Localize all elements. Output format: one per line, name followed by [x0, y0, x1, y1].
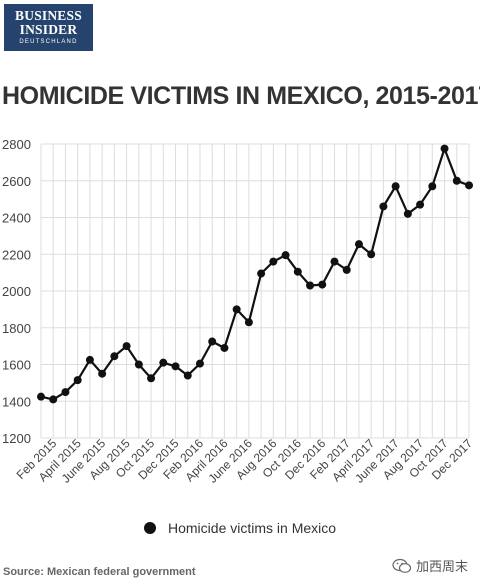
data-point [49, 395, 58, 404]
series-line [40, 147, 470, 401]
y-tick-label: 2400 [2, 211, 31, 226]
data-point [98, 369, 107, 378]
chart-title: HOMICIDE VICTIMS IN MEXICO, 2015-2017 [2, 82, 480, 110]
data-point [428, 182, 437, 191]
y-tick-label: 1800 [2, 321, 31, 336]
y-tick-label: 1600 [2, 358, 31, 373]
data-point [122, 342, 131, 351]
y-tick-label: 2800 [2, 137, 31, 152]
legend-label: Homicide victims in Mexico [168, 520, 337, 536]
data-point [281, 251, 290, 260]
logo-line-3: DEUTSCHLAND [19, 39, 78, 45]
business-insider-logo: BUSINESS INSIDER DEUTSCHLAND [4, 4, 93, 51]
logo-line-2: INSIDER [19, 22, 78, 37]
wechat-label: 加西周末 [415, 559, 468, 574]
data-point [330, 257, 339, 266]
y-tick-label: 2600 [2, 174, 31, 189]
chart-legend: Homicide victims in Mexico [144, 520, 336, 536]
data-point [232, 305, 241, 314]
data-point [452, 176, 461, 185]
data-point [61, 388, 70, 397]
data-point [134, 360, 143, 369]
data-point [208, 337, 217, 346]
data-point [306, 281, 315, 290]
data-point [403, 209, 412, 218]
wechat-icon [392, 558, 412, 573]
data-point [195, 359, 204, 368]
data-point [85, 355, 94, 364]
data-point [73, 376, 82, 385]
data-point [465, 181, 473, 190]
data-point [183, 371, 192, 380]
data-point [416, 200, 425, 209]
data-point [293, 267, 302, 276]
data-point [147, 374, 156, 383]
data-point [269, 257, 278, 266]
y-tick-label: 2000 [2, 284, 31, 299]
data-point [391, 182, 400, 191]
data-point [257, 269, 266, 278]
homicide-line-chart: 120014001600180020002200240026002800Feb … [2, 137, 475, 486]
data-point [244, 318, 253, 327]
data-point [220, 343, 229, 352]
legend-marker [144, 522, 156, 534]
data-point [367, 250, 376, 259]
data-point [171, 362, 180, 371]
wechat-watermark: 加西周末 [392, 556, 468, 575]
data-point [318, 280, 327, 289]
logo-line-1: BUSINESS [15, 8, 82, 23]
data-point [37, 392, 45, 401]
y-tick-label: 1200 [2, 431, 31, 446]
data-point [342, 265, 351, 274]
data-point [159, 358, 168, 367]
data-point [379, 202, 388, 211]
data-point [354, 240, 363, 249]
y-tick-label: 1400 [2, 394, 31, 409]
y-tick-label: 2200 [2, 247, 31, 262]
data-point [110, 352, 119, 361]
data-point [440, 144, 449, 153]
source-note: Source: Mexican federal government [3, 566, 196, 578]
